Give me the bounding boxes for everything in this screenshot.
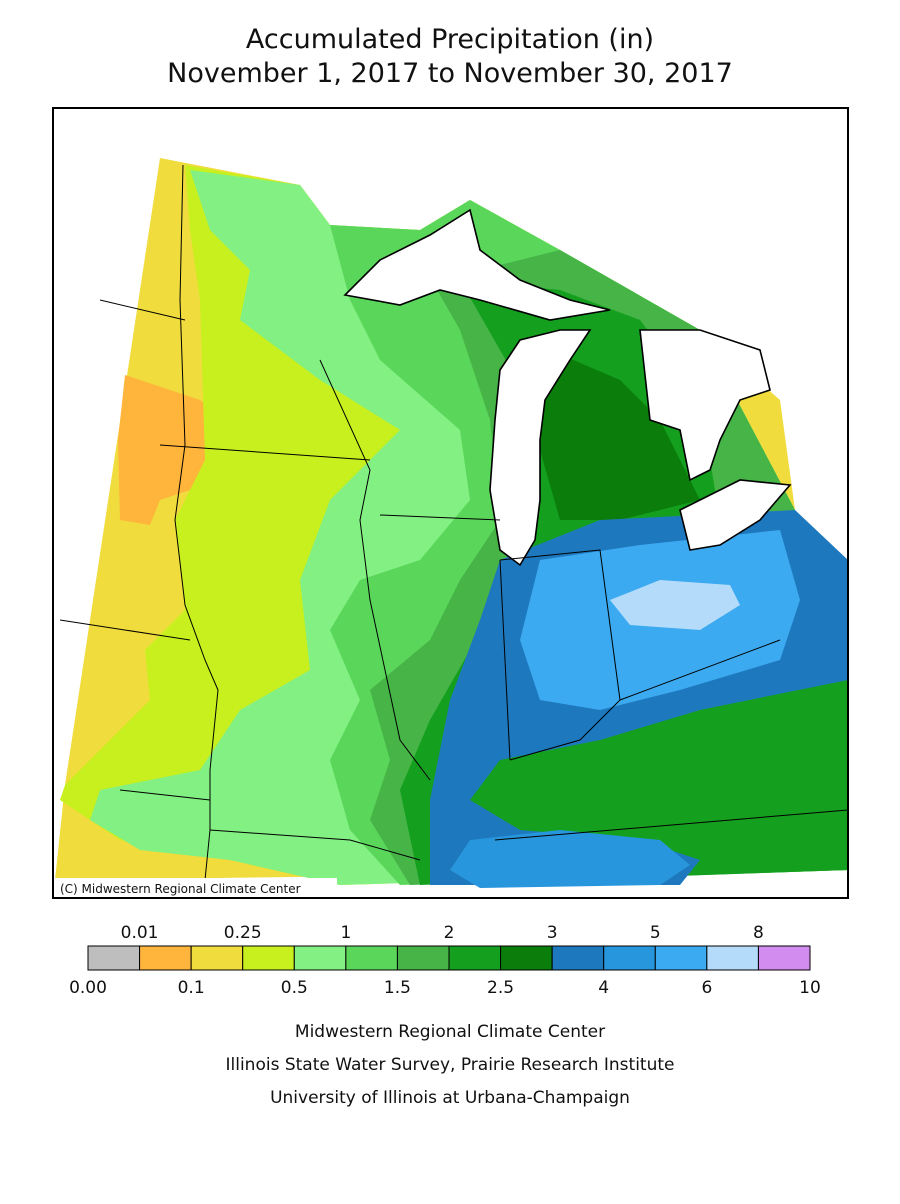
legend-label: 0.00	[69, 978, 107, 998]
legend-label: 0.5	[281, 978, 308, 998]
credit-line: University of Illinois at Urbana-Champai…	[270, 1088, 630, 1108]
legend-label: 3	[547, 923, 558, 943]
legend-swatch	[603, 945, 656, 971]
legend-swatch	[345, 945, 398, 971]
credit-line: Midwestern Regional Climate Center	[295, 1022, 605, 1042]
legend-label: 8	[753, 923, 764, 943]
legend-swatch	[293, 945, 347, 971]
legend-swatch	[139, 945, 192, 971]
legend-swatch	[551, 945, 605, 971]
legend-swatch	[87, 945, 141, 971]
legend-label: 5	[650, 923, 661, 943]
legend-swatch	[654, 945, 708, 971]
region-darkest-green	[540, 350, 700, 520]
map: (C) Midwestern Regional Climate Center	[53, 158, 848, 898]
legend-label: 1	[340, 923, 351, 943]
legend-label: 0.25	[224, 923, 262, 943]
map-frame	[52, 107, 849, 899]
region-palest-blue	[610, 580, 740, 630]
credit-line: Illinois State Water Survey, Prairie Res…	[226, 1055, 675, 1075]
state-line	[59, 299, 848, 861]
legend-swatch	[448, 945, 502, 971]
legend-label: 2.5	[487, 978, 514, 998]
copyright-box	[53, 878, 337, 898]
legend-swatch	[242, 945, 295, 971]
subtitle: November 1, 2017 to November 30, 2017	[167, 58, 733, 89]
legend-label: 2	[444, 923, 455, 943]
legend-label: 10	[799, 978, 821, 998]
legend-label: 4	[598, 978, 609, 998]
legend-swatch	[190, 945, 244, 971]
legend-label: 6	[701, 978, 712, 998]
legend-label: 0.01	[121, 923, 159, 943]
legend-label: 1.5	[384, 978, 411, 998]
legend-swatch	[396, 945, 450, 971]
lake-erie	[679, 479, 792, 551]
legend-swatch	[500, 945, 553, 971]
lake-michigan	[489, 329, 592, 567]
lake-superior	[343, 208, 611, 321]
copyright: (C) Midwestern Regional Climate Center	[60, 882, 301, 896]
legend: 0.00 0.01 0.1 0.25 0.5 1 1.5 2 2.5 3 4 5 6 8 10	[69, 923, 821, 998]
lake-huron	[639, 329, 771, 482]
region-blue-south	[450, 830, 690, 888]
title: Accumulated Precipitation (in)	[246, 24, 654, 55]
legend-label: 0.1	[178, 978, 205, 998]
credits: Midwestern Regional Climate Center Illino…	[226, 1022, 675, 1108]
legend-swatch	[706, 945, 759, 971]
legend-swatch	[757, 945, 811, 971]
